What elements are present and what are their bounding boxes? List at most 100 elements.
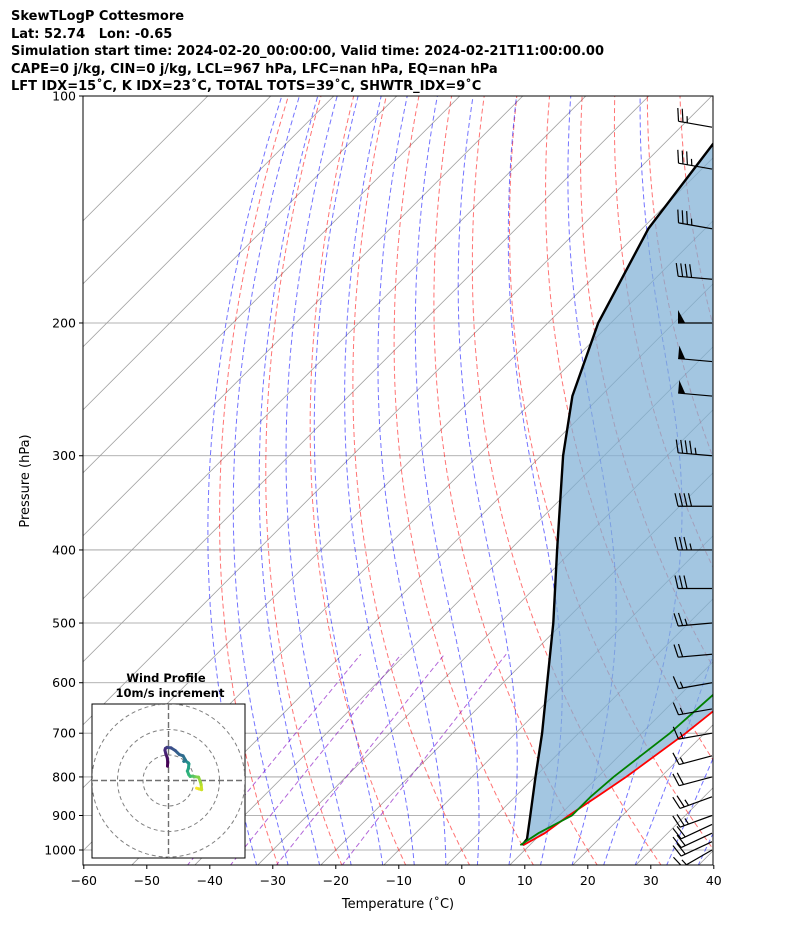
- barb-full: [672, 726, 680, 740]
- mixing-ratio-line: [275, 653, 445, 865]
- wind-barb: [672, 841, 713, 857]
- barb-full: [684, 263, 688, 278]
- barb-full: [676, 834, 686, 847]
- x-tick-labels: −60 −50 −40 −30 −20 −10 0 10 20 30 40: [71, 873, 722, 888]
- barb-shaft: [678, 162, 713, 170]
- wind-barb: [672, 832, 713, 849]
- barb-full: [672, 702, 680, 716]
- barb-shaft: [680, 841, 713, 857]
- y-tick-label: 900: [52, 808, 76, 823]
- cin-shading: [522, 144, 713, 846]
- barb-half: [681, 859, 687, 865]
- moist-adiabat-line: [258, 96, 321, 865]
- barb-half: [694, 447, 697, 455]
- barb-half: [684, 799, 690, 806]
- cape-indices-line: CAPE=0 j/kg, CIN=0 j/kg, LCL=967 hPa, LF…: [11, 61, 498, 77]
- barb-shaft: [680, 823, 713, 840]
- barb-half: [679, 731, 684, 739]
- isotherm-line: [383, 535, 713, 865]
- x-tick-label: 30: [643, 873, 659, 888]
- barb-full: [687, 493, 693, 507]
- barb-shaft: [678, 275, 713, 280]
- simulation-time-line: Simulation start time: 2024-02-20_00:00:…: [11, 44, 604, 60]
- barb-full: [680, 263, 684, 277]
- barb-full: [676, 826, 686, 838]
- parcel-profile-line: [521, 142, 713, 846]
- y-tick-label: 800: [52, 769, 76, 784]
- hodograph-inset: Wind Profile 10m/s increment: [91, 671, 246, 859]
- barb-full: [672, 796, 681, 809]
- barb-full: [689, 440, 693, 455]
- barb-full: [672, 836, 682, 848]
- wind-barb: [678, 309, 712, 324]
- wind-barb: [672, 823, 713, 840]
- wind-barb: [675, 262, 713, 280]
- barb-full: [673, 856, 682, 865]
- location-line: Lat: 52.74 Lon: -0.65: [11, 26, 173, 42]
- y-tick-label: 600: [52, 675, 76, 690]
- moist-adiabat-line: [507, 96, 563, 865]
- barb-full: [689, 264, 693, 278]
- x-tick-label: −20: [323, 873, 349, 888]
- barb-shaft: [678, 452, 713, 457]
- chart-title: SkewTLogP Cottesmore: [11, 9, 185, 24]
- barb-half: [684, 818, 690, 825]
- barb-full: [673, 644, 679, 658]
- barb-full: [683, 536, 688, 551]
- barb-full: [675, 262, 679, 277]
- x-tick-label: −40: [197, 873, 223, 888]
- barb-full: [673, 613, 679, 627]
- barb-full: [678, 493, 684, 507]
- chart-title-block: SkewTLogP Cottesmore Lat: 52.74 Lon: -0.…: [11, 8, 604, 96]
- barb-full: [686, 211, 688, 225]
- wind-barb: [672, 702, 713, 716]
- wind-barb: [672, 772, 713, 787]
- x-axis-label: Temperature (˚C): [341, 896, 454, 912]
- barb-full: [683, 575, 688, 589]
- barb-half: [684, 618, 688, 626]
- y-tick-labels: 1000 900 800 700 600 500 400 300 200 100: [44, 89, 76, 858]
- wind-barb: [674, 493, 712, 507]
- wind-barb: [674, 575, 712, 590]
- wind-barb: [672, 814, 713, 828]
- wind-barb: [677, 107, 713, 128]
- barb-full: [677, 209, 680, 223]
- barb-shaft: [678, 222, 713, 230]
- mixing-ratio-line: [229, 653, 402, 865]
- hodograph-title: Wind Profile: [126, 671, 206, 685]
- moist-adiabat-line: [313, 96, 384, 865]
- dry-adiabat-line: [433, 96, 598, 865]
- dry-adiabat-line: [393, 96, 534, 865]
- barb-half: [689, 543, 693, 551]
- plot-frame: [82, 95, 714, 866]
- wind-barb: [673, 612, 713, 627]
- barb-shaft: [678, 622, 713, 627]
- moist-adiabat-line: [232, 96, 300, 865]
- barb-half: [679, 757, 685, 764]
- barb-shaft: [679, 776, 713, 787]
- barb-shaft: [678, 732, 713, 740]
- wind-barb: [674, 536, 712, 551]
- wind-barb: [677, 149, 713, 170]
- barb-pennant: [678, 380, 686, 394]
- barb-full: [677, 107, 680, 122]
- barb-half: [679, 707, 684, 715]
- mixing-ratio-line: [341, 653, 507, 865]
- wind-barb: [678, 345, 713, 363]
- barb-pennant: [678, 345, 686, 360]
- barb-full: [674, 575, 679, 589]
- barb-full: [678, 575, 684, 589]
- x-tick-label: 0: [458, 873, 466, 888]
- isotherm-line: [83, 96, 650, 663]
- barb-shaft: [679, 755, 713, 766]
- barb-full: [686, 151, 688, 165]
- barb-pennant: [678, 309, 686, 323]
- wind-barb: [672, 795, 713, 809]
- y-tick-label: 100: [52, 89, 76, 104]
- moist-adiabat-line: [377, 96, 447, 865]
- isotherm-line: [572, 724, 713, 865]
- barb-full: [677, 643, 684, 657]
- dry-adiabat-line: [219, 96, 289, 865]
- hodograph-trace: [163, 745, 204, 792]
- barb-full: [678, 536, 684, 551]
